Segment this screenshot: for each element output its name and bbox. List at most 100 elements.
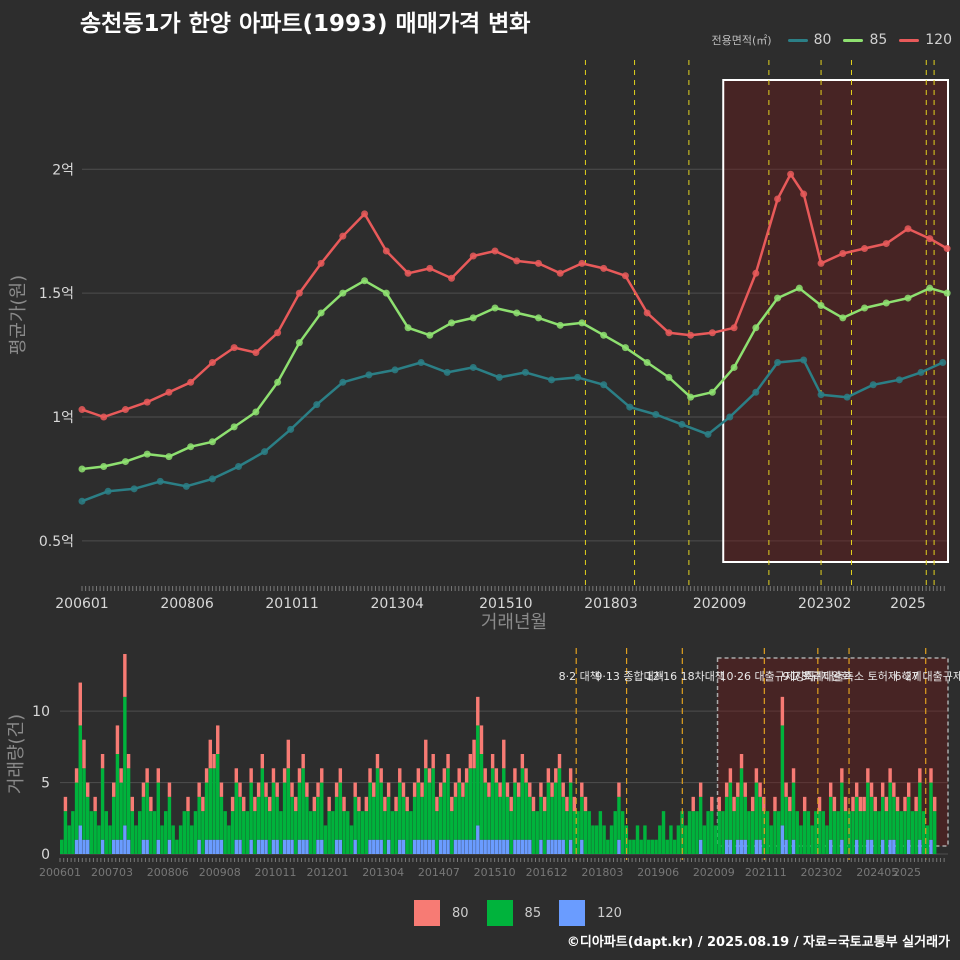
volume-bar-segment — [476, 825, 480, 854]
volume-bar-segment — [516, 839, 521, 854]
volume-bar-segment — [791, 839, 796, 854]
price-point-120 — [513, 257, 521, 265]
volume-x-tick-label: 201510 — [474, 866, 516, 879]
price-x-tick-label: 202302 — [798, 596, 851, 612]
volume-bar-segment — [910, 811, 915, 854]
volume-bar-segment — [86, 796, 90, 840]
price-point-80 — [156, 477, 164, 485]
price-point-80 — [869, 381, 877, 389]
volume-bar-segment — [249, 768, 253, 783]
volume-bar-segment — [877, 811, 881, 854]
volume-bar-segment — [516, 782, 521, 797]
price-point-80 — [130, 485, 138, 493]
price-point-80 — [391, 366, 399, 374]
volume-bar-segment — [892, 782, 896, 797]
volume-bar-segment — [275, 782, 279, 797]
volume-x-tick-label: 202009 — [693, 866, 735, 879]
price-point-120 — [382, 247, 390, 255]
volume-x-tick-label: 201803 — [581, 866, 623, 879]
volume-bar-segment — [892, 839, 896, 854]
volume-bar-segment — [698, 796, 703, 840]
volume-bar-segment — [873, 811, 877, 854]
volume-bar-segment — [312, 811, 317, 854]
volume-bar-segment — [851, 796, 855, 812]
price-point-80 — [521, 368, 529, 376]
volume-bar-segment — [372, 782, 376, 797]
volume-bar-segment — [271, 768, 276, 783]
chart-title: 송천동1가 한양 아파트(1993) 매매가격 변화 — [80, 11, 531, 37]
volume-bar-segment — [743, 796, 747, 840]
volume-bar-segment — [286, 768, 291, 840]
volume-bar-segment — [828, 839, 833, 854]
volume-bar-segment — [606, 839, 610, 854]
price-point-120 — [787, 170, 795, 178]
volume-bar-segment — [208, 839, 213, 854]
volume-bar-segment — [271, 839, 276, 854]
price-point-120 — [817, 259, 825, 267]
price-highlight-region — [722, 79, 950, 563]
volume-bar-segment — [903, 811, 907, 854]
price-point-120 — [426, 264, 434, 272]
volume-bar-segment — [409, 811, 413, 854]
volume-bar-segment — [617, 839, 621, 854]
price-point-120 — [882, 240, 890, 248]
legend-item-85: 85 — [843, 32, 887, 48]
volume-bar-segment — [732, 811, 736, 854]
volume-bar-segment — [372, 839, 376, 854]
price-point-120 — [708, 329, 716, 337]
volume-bar-segment — [346, 811, 350, 854]
volume-x-tick-label: 202405 — [856, 866, 898, 879]
volume-bar-segment — [776, 811, 781, 854]
volume-bar-segment — [918, 839, 922, 854]
volume-bar-segment — [880, 839, 885, 854]
volume-bar-segment — [568, 839, 573, 854]
price-point-85 — [943, 289, 951, 297]
price-point-120 — [121, 406, 129, 414]
volume-bar-segment — [342, 796, 346, 812]
price-point-85 — [317, 309, 325, 317]
volume-bar-segment — [256, 782, 261, 797]
volume-bar-segment — [502, 768, 506, 840]
price-point-120 — [339, 232, 347, 240]
volume-bar-segment — [416, 839, 421, 854]
volume-bar-segment — [769, 825, 773, 854]
volume-bar-segment — [301, 768, 305, 840]
volume-bar-segment — [416, 768, 421, 783]
volume-bar-segment — [453, 796, 458, 840]
price-point-85 — [708, 388, 716, 396]
volume-bar-segment — [502, 839, 506, 854]
price-point-120 — [317, 259, 325, 267]
price-point-85 — [600, 331, 608, 339]
volume-bar-segment — [747, 811, 751, 854]
volume-bar-segment — [520, 754, 525, 769]
volume-bar-segment — [115, 839, 120, 854]
volume-bar-segment — [204, 782, 209, 840]
volume-x-tick-label: 200806 — [147, 866, 189, 879]
volume-bar-segment — [126, 839, 131, 854]
volume-bar-segment — [858, 796, 863, 812]
volume-bar-segment — [383, 796, 387, 812]
price-point-85 — [382, 289, 390, 297]
volume-bar-segment — [82, 768, 86, 840]
volume-bar-segment — [784, 796, 788, 840]
volume-bar-segment — [505, 796, 510, 840]
price-point-85 — [121, 458, 129, 466]
price-x-tick-label: 201803 — [584, 596, 637, 612]
price-series — [78, 170, 951, 505]
volume-bar-segment — [368, 782, 372, 840]
price-x-tick-label: 201011 — [265, 596, 318, 612]
volume-bar-segment — [112, 782, 116, 797]
price-point-120 — [187, 378, 195, 386]
volume-bar-segment — [851, 811, 855, 854]
volume-bar-segment — [843, 811, 848, 854]
price-point-80 — [339, 378, 347, 386]
price-point-80 — [704, 430, 712, 438]
volume-bar-segment — [156, 782, 161, 840]
price-point-120 — [904, 225, 912, 233]
volume-legend-swatch-80 — [414, 900, 440, 926]
volume-bar-segment — [554, 839, 558, 854]
volume-bar-segment — [479, 725, 484, 754]
volume-bar-segment — [817, 796, 822, 812]
volume-bar-segment — [802, 796, 807, 812]
volume-bar-segment — [93, 811, 97, 854]
